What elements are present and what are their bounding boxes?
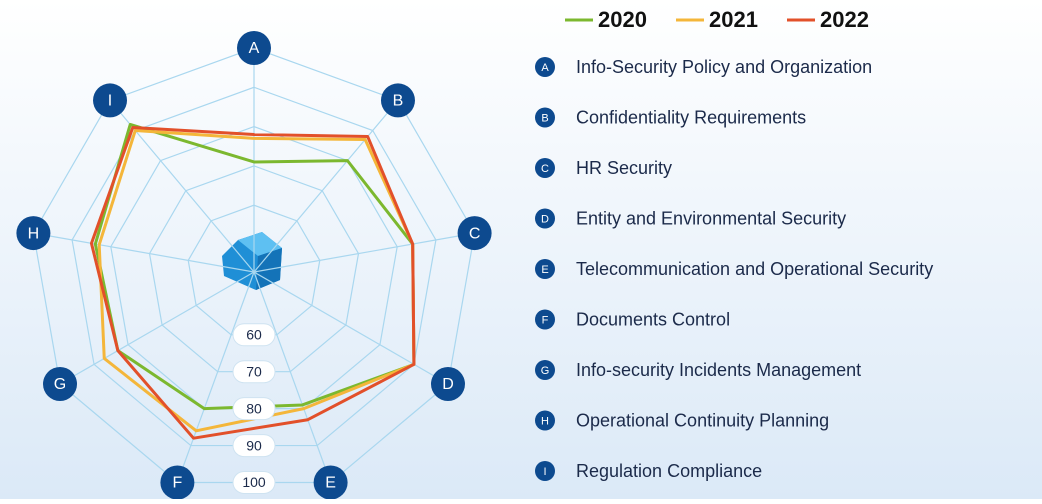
axis-label: A (249, 40, 260, 57)
axis-label: G (54, 376, 66, 393)
axis-label: D (442, 376, 454, 393)
axis-badge (457, 216, 492, 251)
list-description: Confidentiality Requirements (576, 107, 806, 127)
list-badge (535, 259, 555, 279)
axis-badge (380, 83, 415, 118)
y-tick-label: 70 (246, 363, 262, 379)
list-description: Info-security Incidents Management (576, 360, 861, 380)
list-badge (535, 158, 555, 178)
axis-label: E (325, 475, 336, 492)
y-tick-label: 60 (246, 326, 262, 342)
legend-label: 2021 (709, 7, 758, 32)
list-badge (535, 461, 555, 481)
list-badge (535, 57, 555, 77)
spoke (33, 232, 255, 273)
axis-label: H (28, 225, 40, 242)
tick-label-box (232, 397, 276, 421)
list-badge-letter: B (541, 112, 548, 124)
axis-label: I (108, 93, 112, 110)
axis-badge (313, 465, 348, 500)
list-badge-letter: D (541, 213, 549, 225)
legend-label: 2022 (820, 7, 869, 32)
center-cube (222, 232, 282, 290)
list-badge-letter: C (541, 163, 549, 175)
axis-badge (43, 367, 78, 401)
tick-label-box (232, 360, 276, 384)
tick-label-box (232, 434, 276, 458)
axis-badge (93, 83, 128, 118)
list-badge (535, 360, 555, 380)
spoke (253, 271, 449, 385)
list-description: Entity and Environmental Security (576, 208, 846, 228)
list-badge-letter: E (541, 264, 548, 276)
spoke (253, 232, 475, 273)
y-tick-label: 80 (246, 400, 262, 416)
spoke (176, 271, 255, 483)
legend-label: 2020 (598, 7, 647, 32)
list-badge (535, 107, 555, 128)
axis-label: F (172, 475, 182, 492)
tick-label-box (232, 470, 276, 494)
spoke (59, 271, 255, 385)
list-badge-letter: G (541, 365, 550, 377)
y-tick-label: 90 (246, 437, 262, 453)
axis-badge (237, 31, 271, 65)
axis-badge (160, 465, 195, 500)
series-line (89, 125, 416, 440)
list-badge (535, 410, 555, 431)
list-description: Operational Continuity Planning (576, 410, 829, 430)
y-tick-label: 100 (242, 474, 266, 490)
list-badge (535, 309, 555, 330)
axis-badge (430, 367, 465, 401)
spoke (253, 271, 332, 483)
list-description: Info-Security Policy and Organization (576, 57, 872, 77)
axis-badge (16, 216, 51, 251)
list-badge (535, 208, 555, 229)
list-description: Regulation Compliance (576, 461, 762, 481)
axis-label: C (469, 225, 481, 242)
list-description: Telecommunication and Operational Securi… (576, 259, 933, 279)
list-description: HR Security (576, 158, 672, 178)
list-description: Documents Control (576, 309, 730, 329)
axis-label: B (393, 93, 404, 110)
list-badge-letter: H (541, 415, 549, 427)
list-badge-letter: A (541, 62, 549, 74)
tick-label-box (232, 323, 276, 347)
spoke (253, 100, 399, 273)
list-badge-letter: I (543, 466, 546, 478)
list-badge-letter: F (542, 314, 549, 326)
